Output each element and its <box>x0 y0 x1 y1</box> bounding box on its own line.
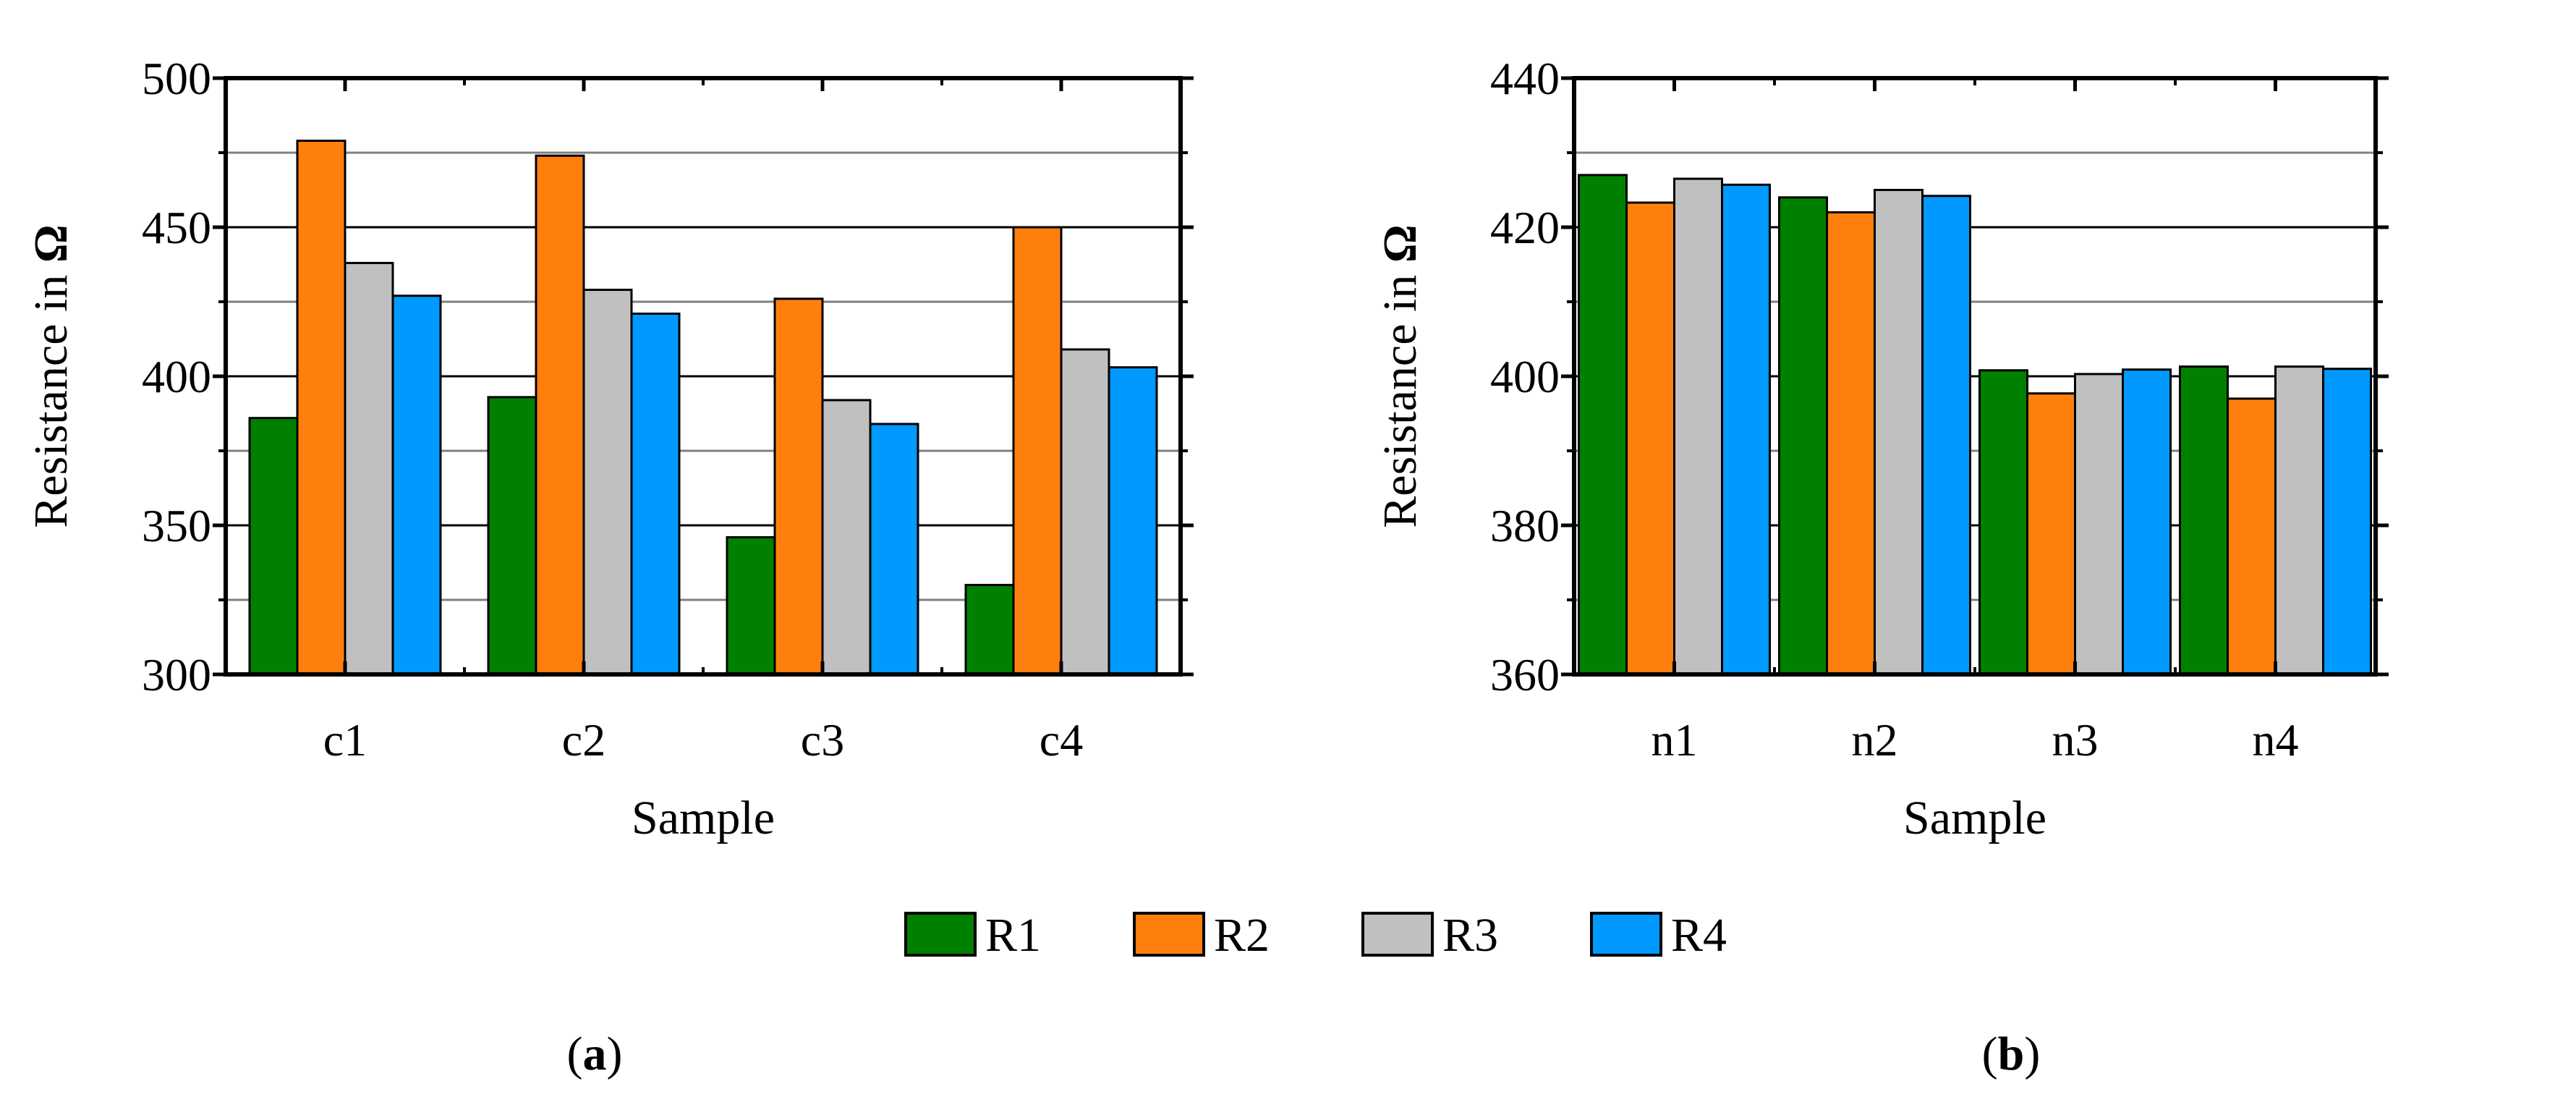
bar-a-c3-R1 <box>726 535 776 676</box>
bar-a-c1-R4 <box>391 295 442 676</box>
x-tick-label: n2 <box>1852 714 1898 766</box>
x-tick-label: n1 <box>1652 714 1698 766</box>
y-tick-label: 420 <box>1490 202 1560 253</box>
x-tick-label: c3 <box>801 714 844 766</box>
bar-b-n2-R3 <box>1874 189 1924 676</box>
y-tick-label: 400 <box>142 351 211 402</box>
bar-a-c4-R2 <box>1012 226 1063 676</box>
bar-b-n2-R4 <box>1921 195 1971 676</box>
bar-b-n1-R1 <box>1578 174 1628 676</box>
bar-a-c3-R2 <box>773 297 824 676</box>
bar-a-c3-R4 <box>869 423 919 676</box>
bar-b-n1-R2 <box>1625 201 1675 676</box>
bar-b-n4-R2 <box>2227 397 2277 676</box>
plot-frame <box>1572 76 2378 677</box>
bar-b-n4-R3 <box>2274 365 2324 676</box>
bar-a-c4-R4 <box>1108 366 1158 676</box>
bar-a-c1-R3 <box>344 261 394 676</box>
bar-b-n3-R4 <box>2122 368 2172 676</box>
y-axis-title-text: Resistance in <box>1374 263 1427 528</box>
bar-a-c3-R3 <box>821 399 872 676</box>
legend-label-R1: R1 <box>985 909 1041 962</box>
bar-a-c2-R4 <box>630 312 681 676</box>
y-tick-label: 300 <box>142 649 211 700</box>
x-tick-label: n4 <box>2253 714 2299 766</box>
y-tick-label: 400 <box>1490 351 1560 402</box>
legend-label-R3: R3 <box>1442 909 1498 962</box>
x-axis-title: Sample <box>632 792 775 844</box>
y-tick-label: 500 <box>142 53 211 104</box>
bar-b-n2-R2 <box>1826 211 1876 676</box>
legend-swatch-R4 <box>1590 912 1662 957</box>
y-tick-label: 450 <box>142 202 211 253</box>
bar-a-c1-R1 <box>248 417 299 676</box>
bar-b-n1-R4 <box>1721 183 1771 676</box>
bar-b-n4-R1 <box>2179 365 2229 676</box>
y-axis-title: Resistance in Ω <box>1374 224 1427 528</box>
x-tick-label: n3 <box>2052 714 2099 766</box>
y-tick-label: 380 <box>1490 500 1560 551</box>
x-axis-title: Sample <box>1903 792 2046 844</box>
bar-b-n2-R1 <box>1778 196 1828 676</box>
bar-a-c4-R3 <box>1060 348 1110 676</box>
bar-a-c4-R1 <box>964 583 1015 676</box>
legend-swatch-R3 <box>1361 912 1434 957</box>
x-tick-label: c4 <box>1040 714 1083 766</box>
legend: R1 R2 R3 R4 <box>904 909 1727 962</box>
bar-a-c1-R2 <box>296 140 347 676</box>
bar-a-c2-R3 <box>582 289 633 676</box>
y-axis-title: Resistance in Ω <box>25 224 77 528</box>
chart-panel-a: c1 c2 c3 c4 300 350 400 450 500 Sample Resistance … <box>25 53 1194 844</box>
bar-b-n1-R3 <box>1673 177 1723 676</box>
panel-label-b: (b) <box>1982 1028 2041 1080</box>
x-tick-label: c1 <box>323 714 367 766</box>
y-axis-title-text: Resistance in <box>25 263 77 528</box>
bar-a-c2-R1 <box>487 396 537 676</box>
bar-b-n3-R1 <box>1978 369 2028 676</box>
legend-label-R2: R2 <box>1214 909 1270 962</box>
bar-a-c2-R2 <box>535 154 585 676</box>
y-tick-label: 440 <box>1490 53 1560 104</box>
x-tick-label: c2 <box>562 714 605 766</box>
panel-label-a: (a) <box>567 1028 623 1080</box>
y-axis-title-unit: Ω <box>1374 224 1427 263</box>
legend-swatch-R1 <box>904 912 977 957</box>
bar-b-n3-R2 <box>2026 392 2076 676</box>
legend-label-R4: R4 <box>1671 909 1727 962</box>
plot-frame <box>224 76 1183 677</box>
y-tick-label: 350 <box>142 500 211 551</box>
bar-b-n4-R4 <box>2322 368 2372 676</box>
bar-b-n3-R3 <box>2074 373 2124 676</box>
y-tick-label: 360 <box>1490 649 1560 700</box>
chart-panel-b: n1 n2 n3 n4 360 380 400 420 440 Sample Resistance … <box>1374 53 2389 844</box>
legend-swatch-R2 <box>1133 912 1205 957</box>
y-axis-title-unit: Ω <box>25 224 77 263</box>
